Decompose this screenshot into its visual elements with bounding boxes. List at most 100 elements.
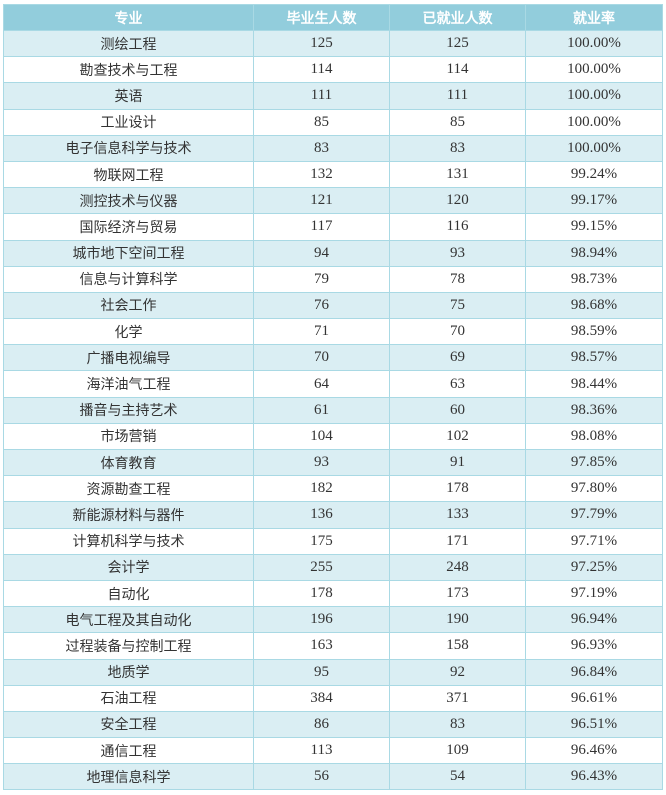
cell-employment-rate: 98.57% [525, 344, 663, 372]
cell-employed: 60 [389, 396, 526, 424]
cell-employed: 133 [389, 501, 526, 529]
cell-graduates: 178 [253, 579, 390, 608]
cell-employment-rate: 96.94% [525, 606, 663, 634]
cell-employment-rate: 96.51% [525, 710, 663, 739]
cell-graduates: 95 [253, 658, 390, 686]
cell-major: 信息与计算科学 [3, 265, 254, 293]
table-row: 信息与计算科学 79 78 98.73% [3, 265, 663, 293]
cell-major: 体育教育 [3, 448, 254, 477]
cell-employment-rate: 97.80% [525, 475, 663, 503]
table-row: 测绘工程 125 125 100.00% [3, 29, 663, 58]
cell-major: 电气工程及其自动化 [3, 606, 254, 634]
cell-employment-rate: 97.25% [525, 553, 663, 581]
cell-employed: 178 [389, 475, 526, 503]
table-header: 专业 毕业生人数 已就业人数 就业率 [3, 4, 663, 31]
cell-employed: 116 [389, 213, 526, 241]
cell-employed: 63 [389, 370, 526, 398]
cell-employment-rate: 98.44% [525, 370, 663, 398]
cell-graduates: 56 [253, 763, 390, 791]
cell-major: 测控技术与仪器 [3, 187, 254, 215]
table-row: 播音与主持艺术 61 60 98.36% [3, 396, 663, 424]
table-row: 电气工程及其自动化 196 190 96.94% [3, 606, 663, 634]
cell-employment-rate: 97.71% [525, 527, 663, 555]
cell-employment-rate: 97.79% [525, 501, 663, 529]
cell-graduates: 175 [253, 527, 390, 555]
header-major: 专业 [3, 4, 254, 31]
cell-employment-rate: 98.68% [525, 291, 663, 320]
cell-employment-rate: 96.84% [525, 658, 663, 686]
cell-graduates: 136 [253, 501, 390, 529]
table-row: 新能源材料与器件 136 133 97.79% [3, 501, 663, 529]
cell-employment-rate: 99.24% [525, 160, 663, 189]
cell-employed: 70 [389, 318, 526, 346]
table-row: 测控技术与仪器 121 120 99.17% [3, 187, 663, 215]
cell-major: 资源勘查工程 [3, 475, 254, 503]
cell-employment-rate: 100.00% [525, 108, 663, 136]
cell-employed: 125 [389, 29, 526, 58]
table-row: 电子信息科学与技术 83 83 100.00% [3, 134, 663, 162]
cell-major: 会计学 [3, 553, 254, 581]
cell-major: 市场营销 [3, 422, 254, 451]
cell-employment-rate: 97.19% [525, 579, 663, 608]
cell-employed: 131 [389, 160, 526, 189]
cell-major: 电子信息科学与技术 [3, 134, 254, 162]
cell-employed: 75 [389, 291, 526, 320]
cell-employed: 78 [389, 265, 526, 293]
table-row: 勘查技术与工程 114 114 100.00% [3, 56, 663, 84]
table-row: 广播电视编导 70 69 98.57% [3, 344, 663, 372]
cell-employed: 85 [389, 108, 526, 136]
cell-employed: 171 [389, 527, 526, 555]
cell-employed: 83 [389, 710, 526, 739]
cell-employment-rate: 98.08% [525, 422, 663, 451]
cell-employment-rate: 99.17% [525, 187, 663, 215]
cell-graduates: 111 [253, 82, 390, 110]
cell-employed: 248 [389, 553, 526, 581]
table-row: 英语 111 111 100.00% [3, 82, 663, 110]
cell-graduates: 93 [253, 448, 390, 477]
cell-employment-rate: 100.00% [525, 134, 663, 162]
cell-major: 通信工程 [3, 737, 254, 765]
cell-employed: 173 [389, 579, 526, 608]
cell-graduates: 132 [253, 160, 390, 189]
table-row: 自动化 178 173 97.19% [3, 579, 663, 608]
cell-employed: 190 [389, 606, 526, 634]
cell-major: 城市地下空间工程 [3, 239, 254, 267]
cell-major: 播音与主持艺术 [3, 396, 254, 424]
cell-employment-rate: 96.61% [525, 684, 663, 712]
table-row: 计算机科学与技术 175 171 97.71% [3, 527, 663, 555]
cell-employed: 54 [389, 763, 526, 791]
cell-graduates: 70 [253, 344, 390, 372]
employment-rate-table: 专业 毕业生人数 已就业人数 就业率 测绘工程 125 125 100.00% 勘查技术… [3, 4, 663, 791]
table-row: 地理信息科学 56 54 96.43% [3, 763, 663, 791]
table-row: 石油工程 384 371 96.61% [3, 684, 663, 712]
table-row: 社会工作 76 75 98.68% [3, 291, 663, 320]
cell-employed: 93 [389, 239, 526, 267]
cell-employed: 102 [389, 422, 526, 451]
cell-employed: 91 [389, 448, 526, 477]
table-row: 物联网工程 132 131 99.24% [3, 160, 663, 189]
cell-employed: 92 [389, 658, 526, 686]
cell-major: 海洋油气工程 [3, 370, 254, 398]
cell-major: 计算机科学与技术 [3, 527, 254, 555]
table-body: 测绘工程 125 125 100.00% 勘查技术与工程 114 114 100.00% 英语 1… [3, 29, 663, 791]
cell-graduates: 255 [253, 553, 390, 581]
cell-major: 安全工程 [3, 710, 254, 739]
cell-graduates: 86 [253, 710, 390, 739]
header-graduates: 毕业生人数 [253, 4, 390, 31]
table-row: 国际经济与贸易 117 116 99.15% [3, 213, 663, 241]
cell-employed: 114 [389, 56, 526, 84]
table-row: 通信工程 113 109 96.46% [3, 737, 663, 765]
table-row: 过程装备与控制工程 163 158 96.93% [3, 632, 663, 660]
cell-employment-rate: 98.59% [525, 318, 663, 346]
cell-major: 石油工程 [3, 684, 254, 712]
cell-graduates: 117 [253, 213, 390, 241]
header-employment-rate: 就业率 [525, 4, 663, 31]
header-row: 专业 毕业生人数 已就业人数 就业率 [3, 4, 663, 31]
table-row: 资源勘查工程 182 178 97.80% [3, 475, 663, 503]
table-row: 化学 71 70 98.59% [3, 318, 663, 346]
cell-employment-rate: 96.43% [525, 763, 663, 791]
table-row: 体育教育 93 91 97.85% [3, 448, 663, 477]
cell-major: 自动化 [3, 579, 254, 608]
cell-major: 过程装备与控制工程 [3, 632, 254, 660]
table-row: 海洋油气工程 64 63 98.44% [3, 370, 663, 398]
